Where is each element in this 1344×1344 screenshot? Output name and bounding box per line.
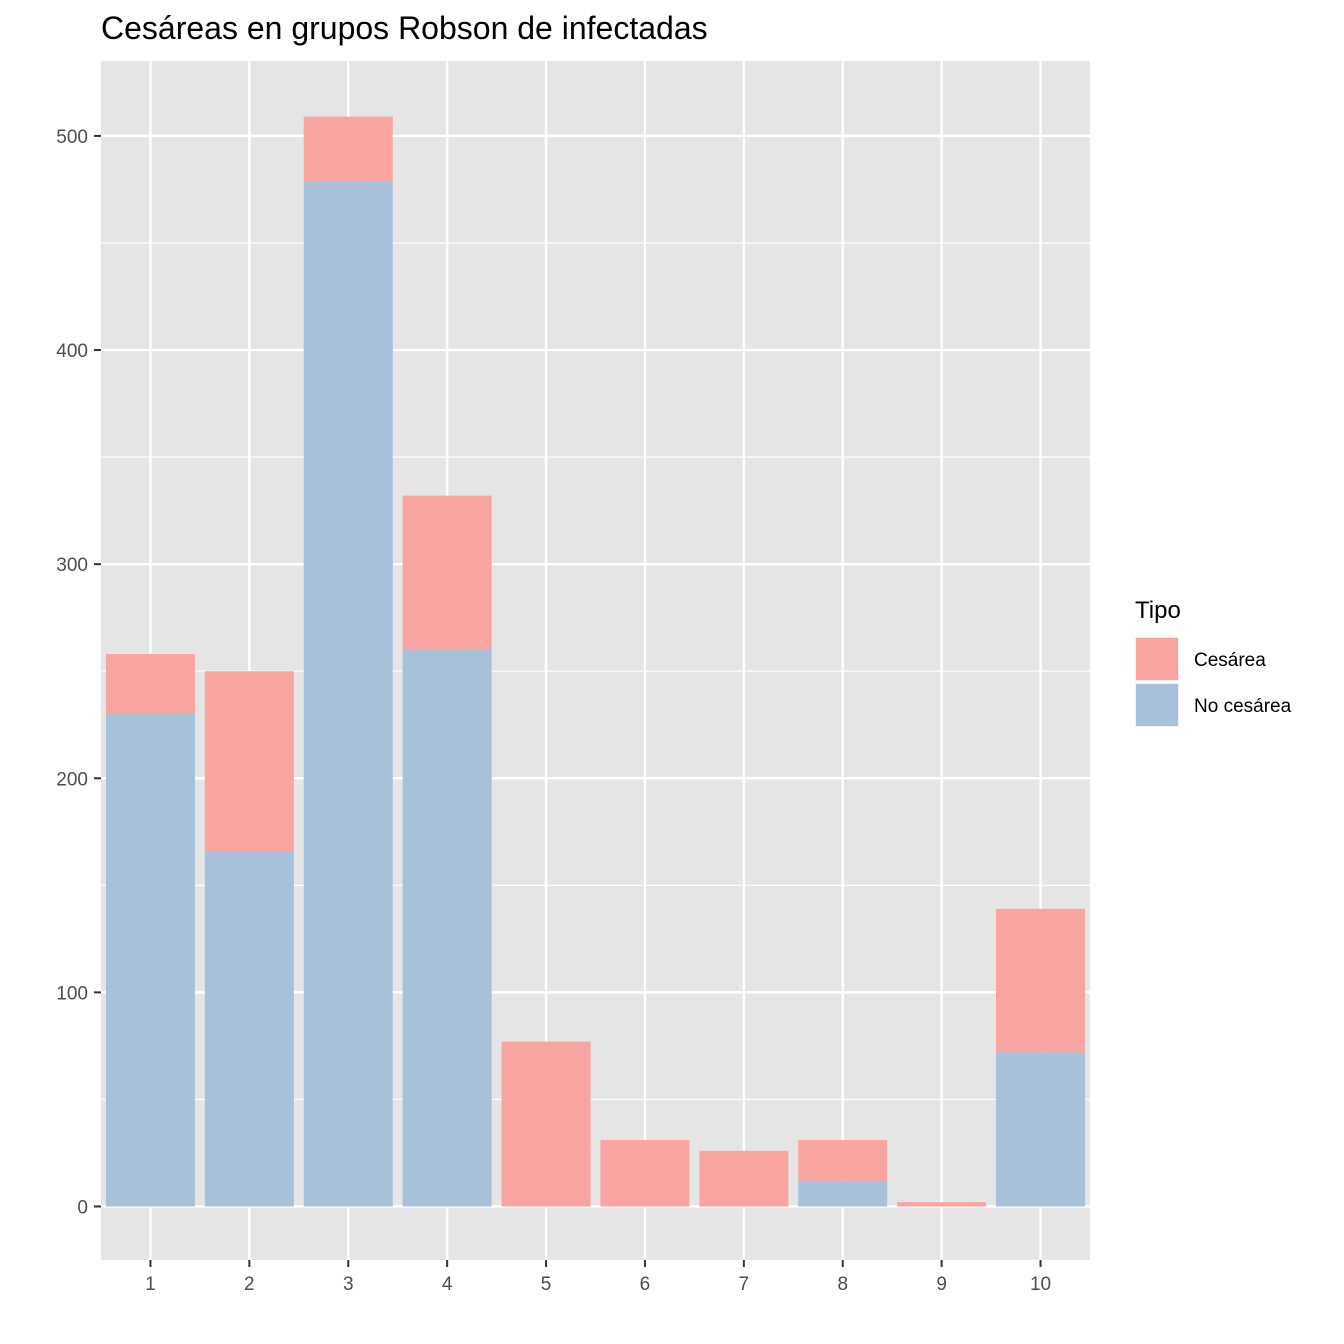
x-tick-label: 4 <box>442 1274 453 1295</box>
x-tick-label: 2 <box>244 1274 255 1295</box>
y-tick-label: 300 <box>56 555 88 576</box>
x-tick-label: 1 <box>145 1274 156 1295</box>
legend-swatch <box>1136 684 1178 726</box>
x-tick-label: 8 <box>837 1274 848 1295</box>
x-tick-label: 7 <box>739 1274 750 1295</box>
legend: Tipo Cesárea No cesárea <box>1135 597 1292 727</box>
x-tick-label: 5 <box>541 1274 552 1295</box>
y-tick-label: 0 <box>77 1197 88 1218</box>
bar-segment <box>699 1150 789 1207</box>
y-tick-label: 400 <box>56 341 88 362</box>
bar-segment <box>303 180 393 1207</box>
legend-swatch <box>1136 638 1178 680</box>
bar-segment <box>105 714 195 1207</box>
bar-segment <box>798 1140 888 1181</box>
legend-title: Tipo <box>1135 597 1181 624</box>
x-tick-label: 6 <box>640 1274 651 1295</box>
legend-label: No cesárea <box>1194 696 1292 717</box>
bar-segment <box>798 1180 888 1207</box>
x-tick-label: 3 <box>343 1274 354 1295</box>
legend-label: Cesárea <box>1194 650 1266 671</box>
bar-segment <box>501 1041 591 1207</box>
bar-segment <box>204 851 294 1207</box>
bar-segment <box>996 1052 1086 1207</box>
y-axis: 0 100 200 300 400 500 <box>56 127 101 1218</box>
bar-segment <box>402 649 492 1207</box>
y-tick-label: 500 <box>56 127 88 148</box>
x-tick-label: 10 <box>1030 1274 1051 1295</box>
bar-segment <box>105 654 195 715</box>
bar-segment <box>303 116 393 181</box>
bar-segment <box>897 1202 987 1207</box>
y-tick-label: 200 <box>56 769 88 790</box>
y-tick-label: 100 <box>56 983 88 1004</box>
bar-segment <box>600 1140 690 1207</box>
bar-segment <box>204 671 294 852</box>
chart-title: Cesáreas en grupos Robson de infectadas <box>101 10 708 46</box>
x-axis: 1 2 3 4 5 6 7 8 9 10 <box>145 1260 1051 1295</box>
bars <box>105 116 1086 1207</box>
bar-segment <box>996 908 1086 1053</box>
bar-segment <box>402 495 492 650</box>
x-tick-label: 9 <box>936 1274 947 1295</box>
